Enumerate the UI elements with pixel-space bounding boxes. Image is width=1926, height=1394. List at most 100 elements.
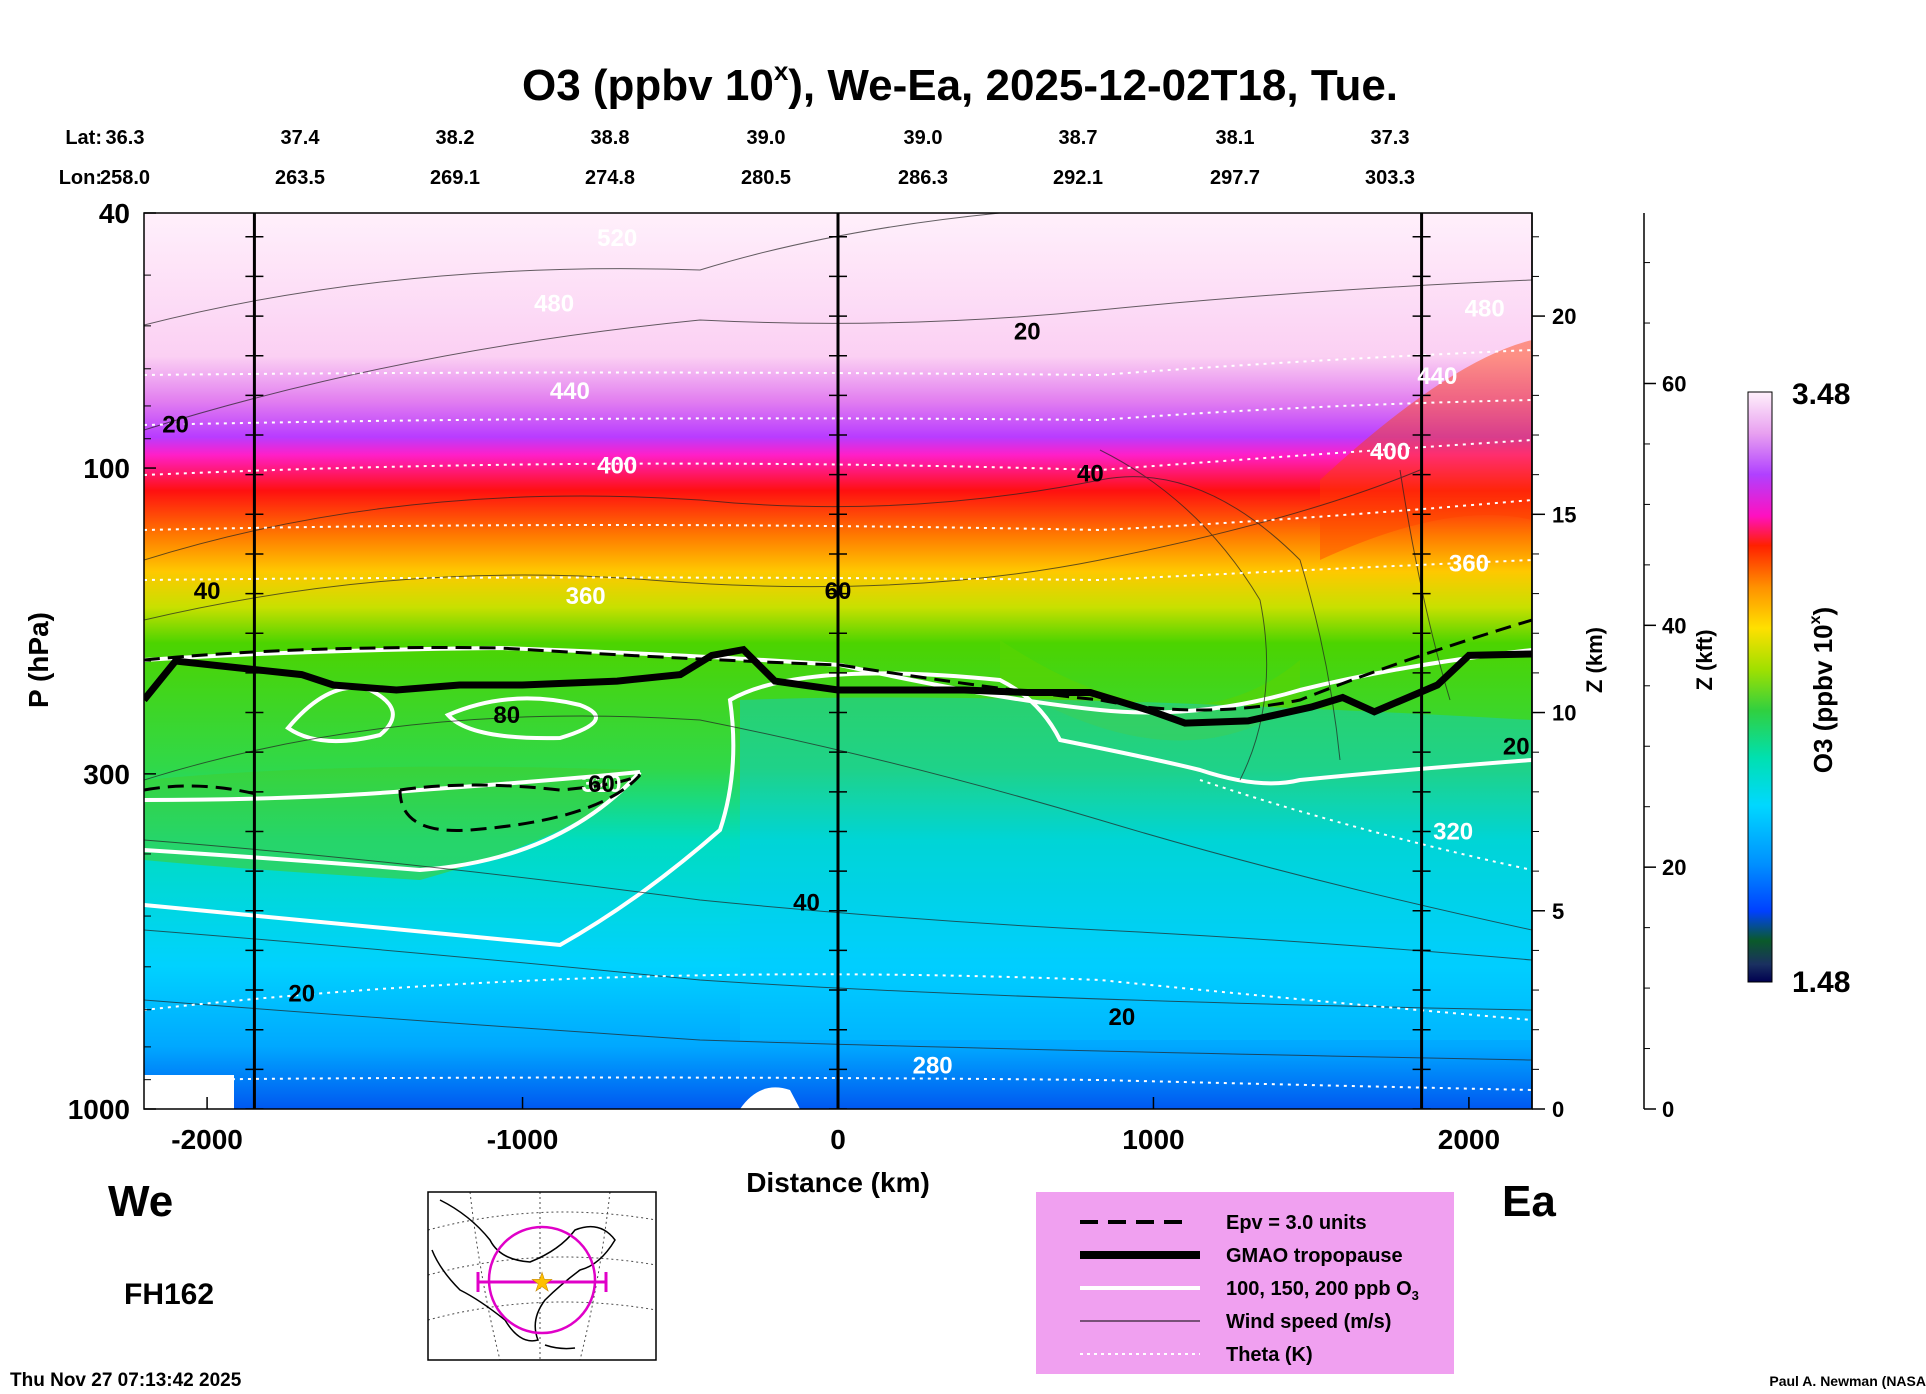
lat-lon-labels: 36.3 37.4 38.2 38.8 39.0 39.0 38.7 38.1 37.3 258.… [100, 127, 1415, 189]
z-km-tick-label: 0 [1552, 1097, 1564, 1122]
ozone-white-ground-patch [144, 1075, 234, 1109]
z-km-tick-label: 20 [1552, 304, 1576, 329]
x-tick-label: 1000 [1122, 1124, 1184, 1155]
direction-west-label: We [108, 1177, 173, 1226]
x-tick-label: -1000 [487, 1124, 559, 1155]
lat-value: 37.3 [1371, 127, 1410, 149]
z-kft-tick-label: 20 [1662, 855, 1686, 880]
vertical-section-lines [245, 213, 1431, 1109]
chart-title: O3 (ppbv 10x), We-Ea, 2025-12-02T18, Tue… [522, 56, 1398, 110]
lat-row-label: Lat: [65, 127, 102, 149]
lon-value: 292.1 [1053, 167, 1103, 189]
colorbar-min-label: 1.48 [1792, 966, 1850, 999]
lat-value: 36.3 [106, 127, 145, 149]
theta-contours [144, 349, 1532, 1091]
gmao-tropopause-line [144, 645, 1532, 727]
svg-text:★: ★ [530, 1267, 553, 1297]
theta-label: 400 [597, 453, 637, 480]
wind-label: 40 [1077, 461, 1104, 488]
direction-east-label: Ea [1502, 1177, 1556, 1226]
theta-label: 360 [566, 583, 606, 610]
wind-label: 20 [1014, 318, 1041, 345]
x-axis-label: Distance (km) [746, 1167, 930, 1198]
y-tick-label: 1000 [68, 1094, 130, 1125]
lon-value: 280.5 [741, 167, 791, 189]
legend-item-ozone-contours: 100, 150, 200 ppb O3 [1226, 1278, 1419, 1303]
y-tick-label: 100 [83, 453, 130, 484]
ozone-contours [144, 645, 1532, 948]
legend-item-theta: Theta (K) [1226, 1344, 1313, 1366]
lat-value: 37.4 [281, 127, 321, 149]
lon-value: 297.7 [1210, 167, 1260, 189]
forecast-hour-label: FH162 [124, 1278, 214, 1311]
y-tick-label: 300 [83, 759, 130, 790]
colorbar-max-label: 3.48 [1792, 378, 1850, 411]
credit: Paul A. Newman (NASA [1769, 1373, 1926, 1389]
lon-value: 286.3 [898, 167, 948, 189]
theta-label: 440 [1417, 363, 1457, 390]
x-tick-label: -2000 [171, 1124, 243, 1155]
z-kft-tick-label: 60 [1662, 371, 1686, 396]
theta-label: 520 [597, 225, 637, 252]
z-km-axis-label: Z (km) [1582, 627, 1607, 693]
y-axis: 40 100 300 1000 [68, 198, 156, 1125]
lat-value: 38.2 [436, 127, 475, 149]
theta-label: 480 [534, 291, 574, 318]
z-km-axis: 0 5 10 15 20 [1531, 213, 1576, 1122]
ozone-green-west-lower [144, 766, 640, 880]
z-km-tick-label: 15 [1552, 502, 1576, 527]
lon-value: 263.5 [275, 167, 325, 189]
lat-value: 39.0 [747, 127, 786, 149]
lat-value: 38.1 [1216, 127, 1255, 149]
legend: Epv = 3.0 units GMAO tropopause 100, 150… [1080, 1212, 1419, 1366]
wind-contours [144, 213, 1532, 1061]
wind-label: 60 [588, 771, 615, 798]
legend-item-tropopause: GMAO tropopause [1226, 1245, 1403, 1267]
wind-label: 40 [194, 578, 221, 605]
inset-map: ★ [427, 1191, 657, 1361]
lon-value: 274.8 [585, 167, 635, 189]
y-tick-label: 40 [99, 198, 130, 229]
lat-value: 38.8 [591, 127, 630, 149]
theta-label: 440 [550, 378, 590, 405]
wind-label: 20 [288, 981, 315, 1008]
theta-label: 320 [1433, 819, 1473, 846]
y-axis-label: P (hPa) [23, 612, 54, 708]
lon-row-label: Lon: [59, 167, 102, 189]
wind-label: 60 [825, 578, 852, 605]
x-tick-label: 0 [830, 1124, 846, 1155]
lon-value: 269.1 [430, 167, 480, 189]
theta-label: 320 [581, 771, 621, 798]
z-km-tick-label: 5 [1552, 899, 1564, 924]
wind-label: 20 [162, 411, 189, 438]
ozone-green-dip [1000, 640, 1300, 741]
colorbar [1747, 391, 1773, 983]
theta-labels: 320 360 400 440 480 520 440 400 360 320 280 480 [534, 225, 1505, 1080]
x-tick-label: 2000 [1438, 1124, 1500, 1155]
colorbar-axis-label: O3 (ppbv 10x) [1807, 607, 1838, 773]
ozone-white-ground-patch-2 [740, 1087, 800, 1109]
theta-label: 360 [1449, 550, 1489, 577]
legend-item-wind: Wind speed (m/s) [1226, 1311, 1391, 1333]
theta-label: 400 [1370, 439, 1410, 466]
legend-item-epv: Epv = 3.0 units [1226, 1212, 1367, 1234]
lat-value: 38.7 [1059, 127, 1098, 149]
plot-area: 320 360 400 440 480 520 440 400 360 320 280 480 20 4… [144, 213, 1532, 1109]
z-kft-tick-label: 0 [1662, 1097, 1674, 1122]
legend-box [1036, 1192, 1454, 1374]
z-kft-axis-label: Z (kft) [1692, 629, 1717, 690]
wind-label: 40 [793, 889, 820, 916]
z-kft-tick-label: 40 [1662, 613, 1686, 638]
wind-label: 20 [1109, 1004, 1136, 1031]
lon-value: 258.0 [100, 167, 150, 189]
ozone-blue-east-lower [740, 697, 1532, 1040]
x-axis: -2000 -1000 0 1000 2000 [171, 1097, 1500, 1155]
z-kft-axis: 0 20 40 60 [1643, 213, 1686, 1122]
theta-label: 480 [1465, 295, 1505, 322]
wind-label: 80 [493, 702, 520, 729]
lat-value: 39.0 [904, 127, 943, 149]
wind-labels: 20 40 60 80 60 40 20 20 40 20 20 [162, 318, 1529, 1031]
timestamp: Thu Nov 27 07:13:42 2025 [10, 1370, 242, 1391]
z-km-tick-label: 10 [1552, 701, 1576, 726]
